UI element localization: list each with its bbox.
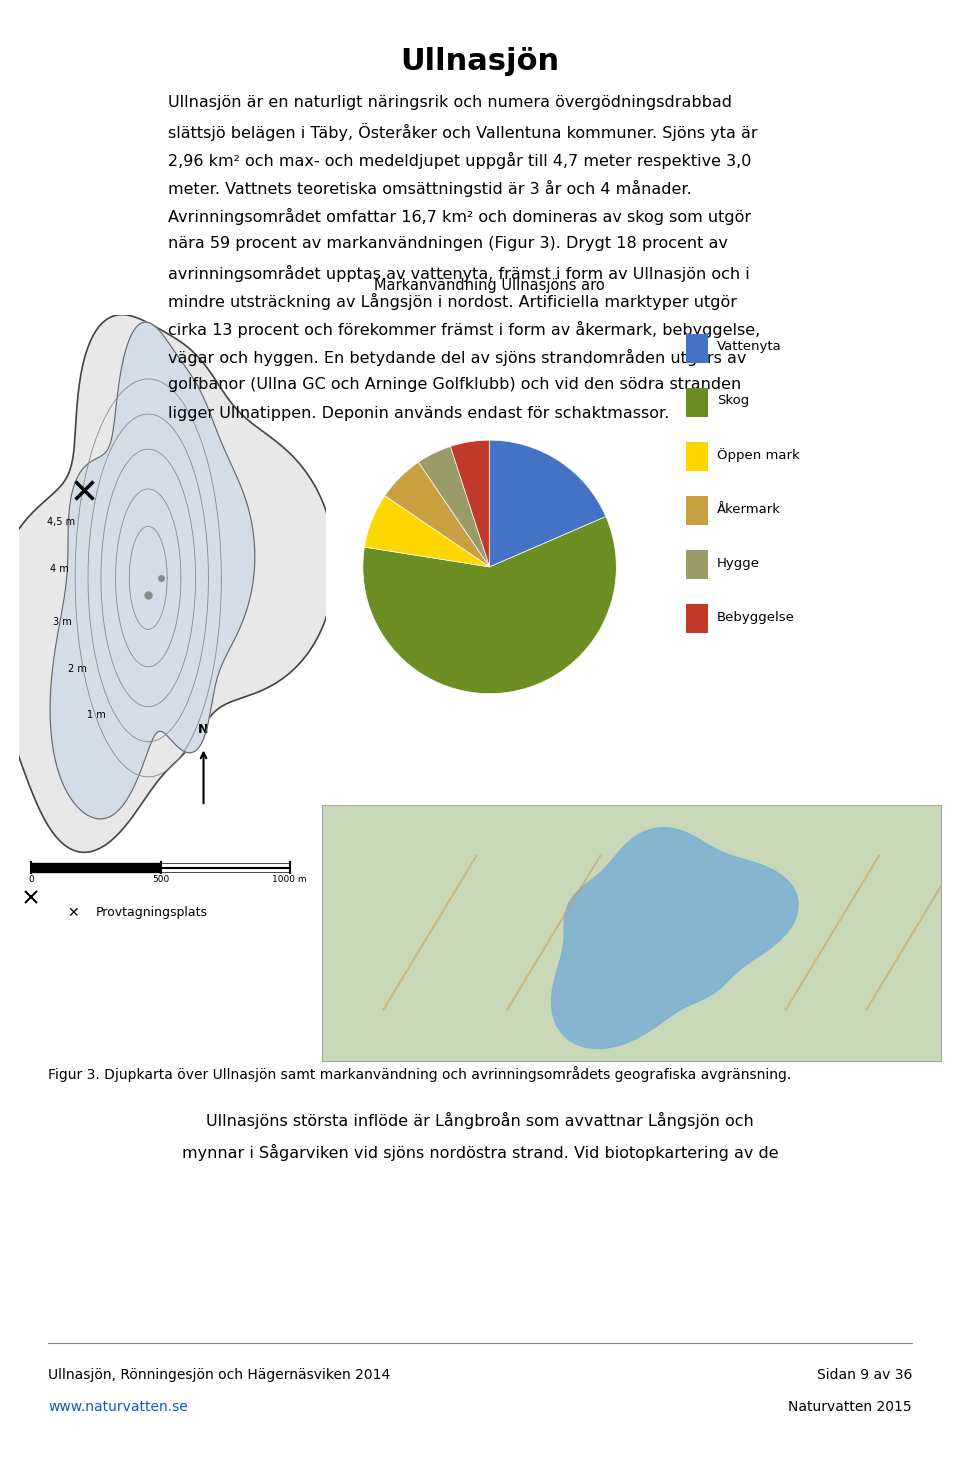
Text: Figur 3. Djupkarta över Ullnasjön samt markanvändning och avrinningsområdets geo: Figur 3. Djupkarta över Ullnasjön samt m… <box>48 1067 791 1083</box>
Polygon shape <box>50 322 254 819</box>
Text: cirka 13 procent och förekommer främst i form av åkermark, bebyggelse,: cirka 13 procent och förekommer främst i… <box>168 320 760 338</box>
Wedge shape <box>450 440 490 566</box>
Text: 2,96 km² och max- och medeldjupet uppgår till 4,7 meter respektive 3,0: 2,96 km² och max- och medeldjupet uppgår… <box>168 152 752 168</box>
Text: 0: 0 <box>29 875 35 884</box>
Text: 3 m: 3 m <box>53 617 72 626</box>
Polygon shape <box>0 315 335 853</box>
Text: Bebyggelse: Bebyggelse <box>717 612 795 623</box>
Text: nära 59 procent av markanvändningen (Figur 3). Drygt 18 procent av: nära 59 procent av markanvändningen (Fig… <box>168 236 728 252</box>
Text: mindre utsträckning av Långsjön i nordost. Artificiella marktyper utgör: mindre utsträckning av Långsjön i nordos… <box>168 293 737 310</box>
Text: Skog: Skog <box>717 395 750 407</box>
Text: Åkermark: Åkermark <box>717 503 781 515</box>
Wedge shape <box>385 462 490 566</box>
Text: www.naturvatten.se: www.naturvatten.se <box>48 1400 188 1415</box>
Text: 4,5 m: 4,5 m <box>47 518 75 527</box>
Text: 4 m: 4 m <box>50 565 69 573</box>
Wedge shape <box>363 516 616 693</box>
Text: Ullnasjöns största inflöde är Långbroån som avvattnar Långsjön och: Ullnasjöns största inflöde är Långbroån … <box>206 1112 754 1129</box>
Wedge shape <box>365 496 490 566</box>
Text: vägar och hyggen. En betydande del av sjöns strandområden utgörs av: vägar och hyggen. En betydande del av sj… <box>168 350 746 366</box>
Text: N: N <box>199 723 208 736</box>
Text: Vattenyta: Vattenyta <box>717 341 781 353</box>
Text: Markanvändning Ullnasjöns aro: Markanvändning Ullnasjöns aro <box>374 278 605 293</box>
Text: Naturvatten 2015: Naturvatten 2015 <box>788 1400 912 1415</box>
Text: meter. Vattnets teoretiska omsättningstid är 3 år och 4 månader.: meter. Vattnets teoretiska omsättningsti… <box>168 180 692 198</box>
Text: avrinningsområdet upptas av vattenyta, främst i form av Ullnasjön och i: avrinningsområdet upptas av vattenyta, f… <box>168 265 750 281</box>
Text: mynnar i Sågarviken vid sjöns nordöstra strand. Vid biotopkartering av de: mynnar i Sågarviken vid sjöns nordöstra … <box>181 1144 779 1162</box>
Text: 1000 m: 1000 m <box>273 875 307 884</box>
Text: Ullnasjön, Rönningesjön och Hägernäsviken 2014: Ullnasjön, Rönningesjön och Hägernäsvike… <box>48 1368 391 1383</box>
Wedge shape <box>419 446 490 566</box>
Text: Ullnasjön: Ullnasjön <box>400 47 560 76</box>
Text: Hygge: Hygge <box>717 557 760 569</box>
Text: golfbanor (Ullna GC och Arninge Golfklubb) och vid den södra stranden: golfbanor (Ullna GC och Arninge Golfklub… <box>168 377 741 392</box>
Text: Avrinningsområdet omfattar 16,7 km² och domineras av skog som utgör: Avrinningsområdet omfattar 16,7 km² och … <box>168 208 751 225</box>
Text: Provtagningsplats: Provtagningsplats <box>96 906 208 919</box>
Text: 500: 500 <box>152 875 169 884</box>
Text: ligger Ullnatippen. Deponin används endast för schaktmassor.: ligger Ullnatippen. Deponin används enda… <box>168 405 669 421</box>
Text: Öppen mark: Öppen mark <box>717 448 800 462</box>
Wedge shape <box>490 440 606 566</box>
Text: slättsjö belägen i Täby, Österåker och Vallentuna kommuner. Sjöns yta är: slättsjö belägen i Täby, Österåker och V… <box>168 123 757 142</box>
Text: 2 m: 2 m <box>68 664 87 673</box>
Text: 1 m: 1 m <box>86 711 106 720</box>
Text: Ullnasjön är en naturligt näringsrik och numera övergödningsdrabbad: Ullnasjön är en naturligt näringsrik och… <box>168 95 732 110</box>
Polygon shape <box>552 828 798 1049</box>
Text: ✕: ✕ <box>67 906 79 920</box>
Text: Sidan 9 av 36: Sidan 9 av 36 <box>817 1368 912 1383</box>
